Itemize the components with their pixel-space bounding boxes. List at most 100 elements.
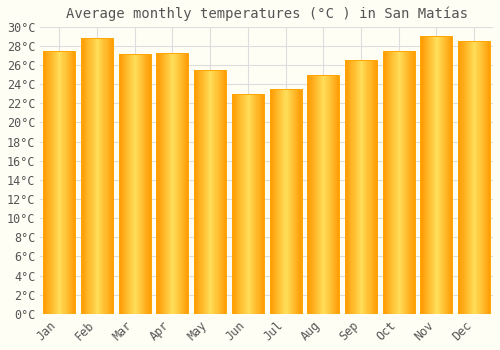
Bar (464, 41, 466, 314)
Bar (64, 51, 66, 314)
Bar (489, 41, 490, 314)
Bar (120, 54, 122, 314)
Bar (471, 41, 472, 314)
Bar (160, 52, 162, 314)
Bar (426, 36, 427, 314)
Bar (185, 52, 186, 314)
Bar (246, 94, 248, 314)
Bar (66, 51, 68, 314)
Bar (293, 89, 294, 314)
Bar (349, 60, 350, 314)
Bar (466, 41, 468, 314)
Bar (174, 52, 176, 314)
Bar (200, 70, 202, 314)
Bar (322, 75, 324, 314)
Bar (384, 51, 385, 314)
Bar (100, 38, 101, 314)
Bar (208, 70, 209, 314)
Bar (334, 75, 335, 314)
Bar (364, 60, 366, 314)
Bar (108, 38, 110, 314)
Bar (60, 51, 62, 314)
Bar (58, 51, 59, 314)
Bar (232, 94, 264, 314)
Bar (44, 51, 46, 314)
Bar (74, 51, 75, 314)
Bar (316, 75, 317, 314)
Bar (487, 41, 488, 314)
Bar (82, 38, 83, 314)
Bar (179, 52, 180, 314)
Bar (328, 75, 330, 314)
Bar (134, 54, 136, 314)
Bar (240, 94, 242, 314)
Bar (347, 60, 348, 314)
Bar (352, 60, 354, 314)
Bar (307, 75, 308, 314)
Bar (482, 41, 484, 314)
Bar (473, 41, 474, 314)
Bar (162, 52, 164, 314)
Bar (405, 51, 406, 314)
Bar (488, 41, 489, 314)
Bar (382, 51, 415, 314)
Bar (244, 94, 246, 314)
Bar (140, 54, 141, 314)
Bar (138, 54, 139, 314)
Bar (331, 75, 332, 314)
Bar (148, 54, 150, 314)
Bar (432, 36, 434, 314)
Bar (385, 51, 386, 314)
Bar (198, 70, 200, 314)
Bar (106, 38, 108, 314)
Bar (382, 51, 384, 314)
Bar (368, 60, 370, 314)
Bar (359, 60, 360, 314)
Bar (280, 89, 281, 314)
Bar (424, 36, 426, 314)
Bar (210, 70, 211, 314)
Bar (398, 51, 400, 314)
Bar (144, 54, 146, 314)
Bar (99, 38, 100, 314)
Bar (204, 70, 206, 314)
Bar (337, 75, 338, 314)
Bar (216, 70, 218, 314)
Bar (326, 75, 328, 314)
Bar (420, 36, 422, 314)
Bar (448, 36, 450, 314)
Bar (443, 36, 444, 314)
Bar (112, 38, 113, 314)
Bar (123, 54, 124, 314)
Bar (194, 70, 226, 314)
Bar (180, 52, 181, 314)
Bar (278, 89, 279, 314)
Bar (69, 51, 70, 314)
Bar (388, 51, 389, 314)
Bar (46, 51, 48, 314)
Bar (469, 41, 470, 314)
Bar (141, 54, 142, 314)
Bar (358, 60, 359, 314)
Bar (333, 75, 334, 314)
Bar (260, 94, 262, 314)
Bar (468, 41, 469, 314)
Bar (238, 94, 240, 314)
Bar (300, 89, 302, 314)
Bar (206, 70, 207, 314)
Bar (130, 54, 132, 314)
Bar (170, 52, 172, 314)
Bar (476, 41, 478, 314)
Bar (253, 94, 254, 314)
Bar (212, 70, 214, 314)
Bar (256, 94, 258, 314)
Bar (88, 38, 90, 314)
Bar (43, 51, 44, 314)
Bar (401, 51, 402, 314)
Bar (450, 36, 452, 314)
Bar (146, 54, 148, 314)
Bar (307, 75, 340, 314)
Bar (128, 54, 130, 314)
Bar (178, 52, 179, 314)
Bar (224, 70, 225, 314)
